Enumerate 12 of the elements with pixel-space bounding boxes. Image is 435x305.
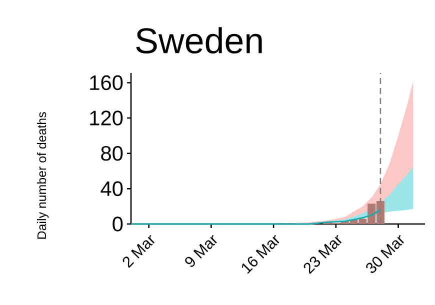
y-tick-label: 80 [101, 146, 123, 161]
x-tick-label: 2 Mar [122, 234, 155, 268]
x-tick-label: 9 Mar [185, 234, 217, 267]
y-tick-label: 40 [100, 181, 123, 196]
x-tick-label: 30 Mar [366, 234, 404, 273]
y-tick-label: 120 [90, 110, 123, 126]
y-axis-title: Daily number of deaths [36, 112, 49, 239]
chart-title: Sweden [136, 27, 262, 54]
x-tick-label: 23 Mar [304, 234, 342, 274]
y-tick-label: 160 [90, 75, 123, 90]
x-tick-label: 16 Mar [242, 234, 280, 274]
y-tick-label: 0 [112, 216, 123, 232]
